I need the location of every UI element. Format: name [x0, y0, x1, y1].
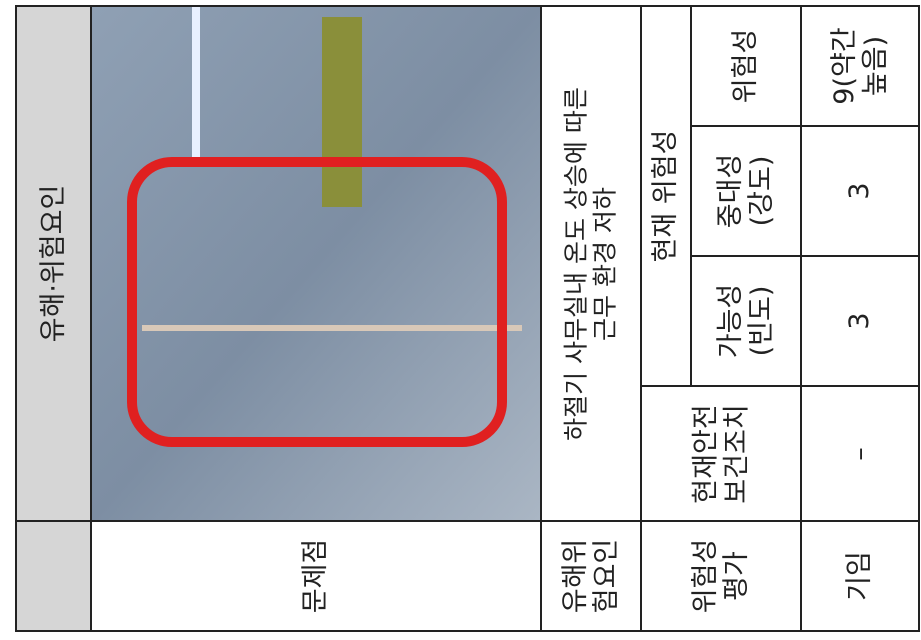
current-measures-label: 현재안전 보건조치	[640, 385, 802, 522]
risk-column-label: 위험성	[690, 5, 802, 127]
hazard-text-text: 하절기 사무실내 온도 상승에 따른 근무 환경 저하	[561, 86, 619, 441]
risk-column-value-text: 3	[844, 182, 876, 200]
risk-column-label-text: 위험성	[730, 28, 762, 104]
risk-column-label-text: 가능성 (빈도)	[714, 283, 777, 359]
risk-column-value: 9(약간 높음)	[800, 5, 920, 127]
risk-column-value: 3	[800, 125, 920, 257]
risk-column-value-text: 9(약간 높음)	[828, 27, 891, 105]
photo-image	[92, 7, 540, 520]
current-measures-value-text: –	[844, 446, 876, 461]
hazard-text: 하절기 사무실내 온도 상승에 따른 근무 환경 저하	[540, 5, 642, 522]
current-risk-label-text: 현재 위험성	[650, 129, 682, 263]
current-measures-label-text: 현재안전 보건조치	[689, 403, 752, 504]
current-risk-label: 현재 위험성	[640, 5, 692, 387]
remark-label-text: 기임	[844, 551, 876, 601]
risk-column-value: 3	[800, 255, 920, 387]
hazard-label: 유해위 험요인	[540, 520, 642, 632]
risk-assessment-label: 위험성 평가	[640, 520, 802, 632]
problem-label-text: 문제점	[300, 538, 332, 614]
risk-assessment-label-text: 위험성 평가	[689, 538, 752, 614]
current-measures-value: –	[800, 385, 920, 522]
hazard-label-text: 유해위 험요인	[559, 538, 622, 614]
section-title: 유해·위험요인	[15, 5, 92, 522]
risk-column-label: 가능성 (빈도)	[690, 255, 802, 387]
corner	[15, 520, 92, 632]
section-title-text: 유해·위험요인	[37, 184, 69, 343]
risk-column-value-text: 3	[844, 312, 876, 330]
photo	[90, 5, 542, 522]
risk-column-label: 중대성 (강도)	[690, 125, 802, 257]
problem-label: 문제점	[90, 520, 542, 632]
remark-label: 기임	[800, 520, 920, 632]
risk-column-label-text: 중대성 (강도)	[714, 153, 777, 229]
